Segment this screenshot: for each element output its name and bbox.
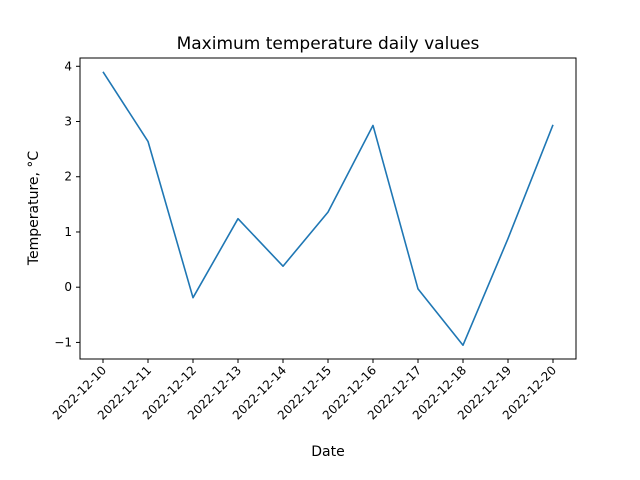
x-axis: 2022-12-102022-12-112022-12-122022-12-13… [50,359,559,422]
y-axis: −1 0 1 2 3 4 [54,59,80,349]
data-point [147,140,149,142]
chart-title: Maximum temperature daily values [177,34,480,54]
data-point [192,297,194,299]
y-tick-label: 0 [64,280,72,294]
data-point [327,211,329,213]
data-point [372,124,374,126]
y-axis-label: Temperature, °C [26,151,42,267]
y-tick-label: 1 [64,225,72,239]
data-point [237,218,239,220]
data-point [462,344,464,346]
series-line [102,71,554,347]
y-tick-label: −1 [54,335,72,349]
y-tick-label: 3 [64,115,72,129]
y-tick-label: 2 [64,170,72,184]
data-point [102,71,104,73]
data-point [282,265,284,267]
series-layer [102,71,554,347]
x-axis-label: Date [311,444,344,460]
data-point [507,238,509,240]
data-point [552,124,554,126]
plot-area [79,57,577,360]
data-point [417,288,419,290]
y-tick-label: 4 [64,59,72,73]
